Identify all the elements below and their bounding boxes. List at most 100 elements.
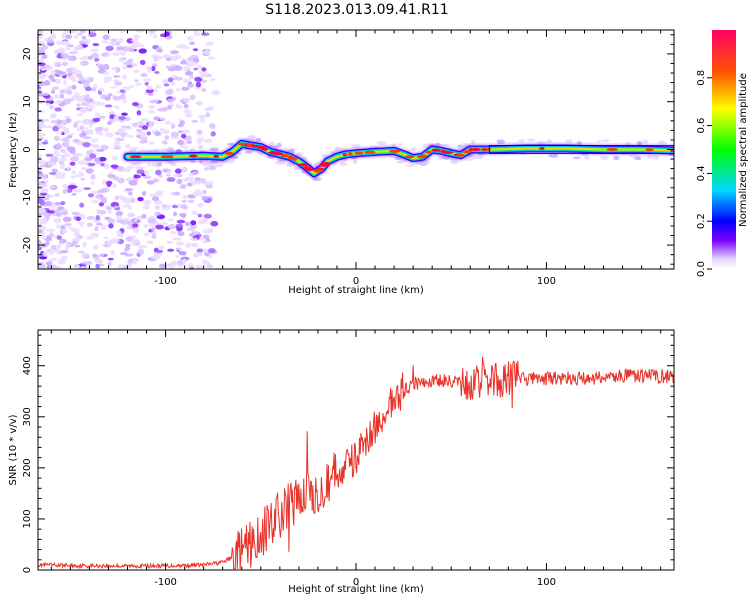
noise-blob — [90, 87, 97, 92]
noise-blob — [185, 176, 195, 181]
noise-blob — [141, 190, 147, 197]
noise-blob — [199, 237, 204, 241]
ridge-halo — [405, 164, 415, 167]
noise-blob — [155, 249, 164, 254]
noise-blob — [64, 115, 71, 119]
noise-blob — [195, 189, 202, 195]
noise-blob — [180, 251, 187, 256]
ridge-trace — [122, 134, 674, 181]
noise-blob — [182, 195, 189, 199]
noise-blob — [160, 33, 168, 38]
noise-blob — [50, 244, 57, 251]
noise-blob — [184, 71, 194, 76]
noise-blob — [179, 212, 187, 218]
noise-blob — [143, 232, 150, 237]
noise-blob — [80, 265, 87, 269]
noise-blob — [105, 45, 114, 52]
noise-blob — [60, 201, 66, 206]
ridge-hotspot — [313, 169, 324, 173]
noise-blob — [86, 104, 95, 110]
noise-blob — [191, 210, 199, 215]
noise-blob — [183, 104, 189, 108]
noise-blob — [181, 134, 187, 139]
noise-blob — [48, 248, 55, 255]
noise-blob — [196, 140, 202, 145]
noise-blob — [53, 94, 61, 99]
noise-blob — [174, 65, 183, 71]
noise-blob — [50, 78, 57, 82]
noise-blob — [165, 263, 173, 267]
noise-blob — [132, 102, 139, 107]
noise-blob — [157, 46, 162, 50]
snr-xtick-label: -100 — [154, 577, 177, 588]
noise-blob — [50, 156, 59, 162]
noise-blob — [86, 215, 95, 220]
noise-blob — [45, 125, 54, 129]
ridge-halo — [209, 147, 220, 152]
noise-blob — [38, 207, 46, 214]
ridge-halo — [396, 160, 406, 164]
noise-blob — [146, 85, 154, 90]
noise-blob — [38, 93, 43, 97]
noise-blob — [197, 213, 203, 218]
noise-blob — [49, 185, 56, 189]
noise-blob — [97, 115, 106, 120]
ridge-halo — [268, 141, 276, 146]
noise-blob — [157, 48, 164, 53]
noise-blob — [179, 99, 185, 102]
noise-blob — [154, 205, 161, 211]
ridge-halo — [276, 142, 282, 148]
noise-blob — [147, 218, 156, 224]
noise-blob — [107, 173, 116, 179]
noise-blob — [187, 195, 196, 199]
snr-ticks: -100 0 100 0 100 200 300 400 — [22, 330, 674, 588]
noise-blob — [71, 170, 77, 175]
noise-blob — [113, 141, 121, 145]
noise-blob — [87, 108, 93, 112]
noise-blob — [113, 146, 122, 150]
noise-blob — [79, 107, 89, 114]
spectrogram-xtick-label: 100 — [537, 276, 556, 287]
noise-blob — [143, 175, 152, 179]
noise-blob — [119, 50, 127, 56]
noise-blob — [71, 228, 80, 233]
noise-blob — [187, 263, 195, 268]
noise-blob — [111, 156, 119, 161]
noise-blob — [167, 77, 174, 83]
noise-blob — [204, 41, 214, 46]
ridge-hotspot — [606, 148, 619, 151]
noise-blob — [85, 168, 94, 174]
noise-blob — [105, 132, 114, 138]
ridge-halo — [215, 163, 224, 168]
ridge-hotspot — [471, 148, 482, 151]
noise-blob — [154, 131, 162, 136]
noise-blob — [83, 187, 91, 191]
noise-blob — [95, 215, 101, 221]
noise-blob — [152, 178, 160, 183]
noise-blob — [95, 148, 105, 152]
noise-blob — [57, 138, 64, 142]
noise-blob — [127, 58, 134, 63]
ridge-hotspot — [165, 155, 174, 159]
noise-blob — [191, 119, 199, 123]
noise-blob — [128, 45, 138, 49]
noise-blob — [141, 214, 147, 219]
noise-blob — [88, 123, 93, 128]
noise-blob — [133, 34, 140, 40]
colorbar-tick-label: 0.2 — [696, 213, 707, 229]
ridge-halo — [339, 161, 348, 166]
noise-blob — [123, 248, 130, 252]
noise-blob — [67, 184, 77, 190]
noise-blob — [101, 187, 110, 193]
noise-blob — [92, 43, 100, 47]
noise-blob — [38, 60, 42, 64]
noise-blob — [172, 204, 178, 209]
noise-blob — [48, 258, 53, 262]
noise-blob — [201, 67, 207, 72]
noise-blob — [110, 250, 115, 256]
noise-blob — [63, 183, 68, 189]
noise-blob — [80, 60, 89, 66]
noise-blob — [112, 183, 117, 189]
ridge-halo — [657, 140, 667, 146]
snr-ytick-label: 400 — [22, 356, 33, 375]
